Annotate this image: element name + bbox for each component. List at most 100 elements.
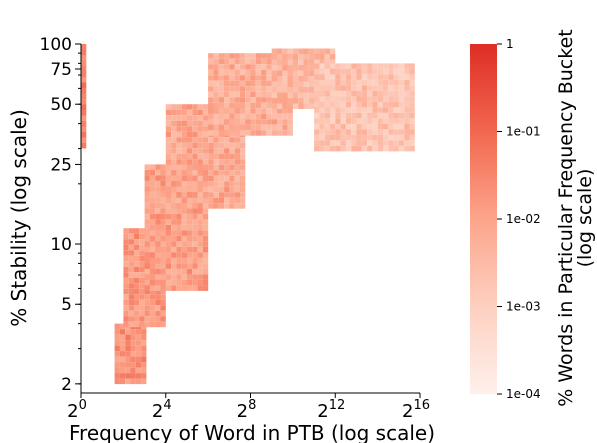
heatmap-cell (155, 180, 161, 187)
heatmap-cell (224, 97, 230, 103)
heatmap-cell (197, 159, 203, 165)
heatmap-cell (187, 186, 193, 193)
heatmap-cell (287, 48, 293, 54)
heatmap-cell (139, 266, 145, 273)
colorbar-label-line1: % Words in Particular Frequency Bucket (555, 29, 577, 406)
heatmap-cell (377, 63, 383, 69)
heatmap-cell (192, 263, 198, 269)
heatmap-cell (287, 103, 293, 109)
heatmap-cell (330, 79, 336, 86)
heatmap-cell (239, 64, 246, 70)
heatmap-cell (234, 86, 240, 92)
heatmap-cell (218, 159, 225, 165)
heatmap-cell (224, 58, 230, 65)
heatmap-cell (314, 123, 320, 130)
heatmap-cell (139, 250, 145, 256)
heatmap-cell (409, 79, 415, 86)
heatmap-cell (192, 159, 198, 165)
heatmap-cell (340, 79, 346, 86)
heatmap-cell (213, 58, 219, 65)
heatmap-cell (287, 59, 293, 65)
heatmap-cell (224, 137, 230, 143)
heatmap-cell (197, 192, 203, 198)
heatmap-cell (367, 123, 373, 130)
heatmap-cell (114, 351, 120, 357)
heatmap-cell (176, 181, 182, 187)
heatmap-cell (383, 134, 389, 141)
heatmap-cell (123, 321, 129, 328)
heatmap-cell (372, 118, 378, 124)
heatmap-cell (277, 76, 283, 82)
heatmap-cell (303, 81, 309, 87)
heatmap-cell (213, 170, 219, 176)
heatmap-cell (160, 288, 166, 295)
heatmap-cell (330, 140, 336, 146)
heatmap-cell (234, 153, 240, 160)
heatmap-cell (202, 213, 209, 220)
heatmap-cell (165, 192, 172, 198)
heatmap-cell (213, 108, 219, 114)
heatmap-cell (171, 153, 177, 160)
heatmap-cell (271, 130, 277, 136)
heatmap-cell (271, 92, 277, 98)
heatmap-cell (319, 101, 325, 108)
heatmap-cell (303, 76, 309, 82)
heatmap-cell (181, 274, 187, 280)
heatmap-cell (282, 119, 288, 125)
heatmap-cell (119, 334, 126, 341)
heatmap-cell (224, 75, 230, 81)
heatmap-cell (128, 239, 134, 245)
heatmap-cell (234, 197, 240, 204)
heatmap-cell (187, 219, 193, 225)
heatmap-cell (181, 104, 187, 110)
heatmap-cell (245, 102, 251, 109)
heatmap-cell (81, 44, 87, 50)
heatmap-cell (197, 197, 203, 204)
heatmap-cell (218, 69, 224, 76)
heatmap-cell (303, 98, 309, 104)
heatmap-cell (393, 134, 399, 141)
heatmap-cell (319, 68, 325, 75)
heatmap-cell (277, 81, 283, 87)
heatmap-cell (208, 64, 214, 70)
heatmap-cell (250, 64, 256, 70)
heatmap-cell (139, 305, 145, 311)
heatmap-cell (377, 140, 383, 146)
heatmap-cell (139, 244, 145, 251)
heatmap-cell (234, 64, 240, 70)
heatmap-cell (314, 79, 320, 86)
heatmap-cell (234, 53, 240, 59)
heatmap-cell (144, 285, 150, 291)
heatmap-cell (250, 91, 256, 98)
heatmap-cell (125, 329, 131, 335)
heatmap-cell (197, 153, 203, 160)
heatmap-cell (139, 288, 145, 295)
heatmap-cell (361, 118, 368, 124)
heatmap-cell (282, 76, 288, 82)
heatmap-cell (144, 202, 150, 209)
heatmap-cell (202, 197, 209, 204)
heatmap-cell (266, 86, 272, 92)
heatmap-cell (245, 108, 251, 114)
heatmap-cell (165, 246, 172, 253)
y-tick-label: 10 (50, 235, 72, 255)
heatmap-cell (345, 107, 352, 113)
heatmap-cell (202, 181, 209, 187)
heatmap-cell (176, 175, 182, 182)
heatmap-cell (181, 126, 187, 132)
heatmap-cell (123, 288, 129, 295)
heatmap-cell (393, 68, 399, 75)
heatmap-cell (324, 112, 330, 119)
heatmap-cell (144, 288, 150, 295)
heatmap-cell (330, 129, 336, 135)
heatmap-cell (372, 107, 378, 113)
heatmap-cell (202, 126, 209, 132)
heatmap-cell (160, 175, 166, 181)
heatmap-cell (398, 134, 405, 141)
heatmap-cell (135, 345, 142, 352)
heatmap-cell (404, 140, 410, 146)
heatmap-cell (181, 109, 187, 116)
heatmap-cell (229, 119, 235, 125)
heatmap-cell (123, 272, 129, 278)
heatmap-cell (308, 92, 315, 98)
